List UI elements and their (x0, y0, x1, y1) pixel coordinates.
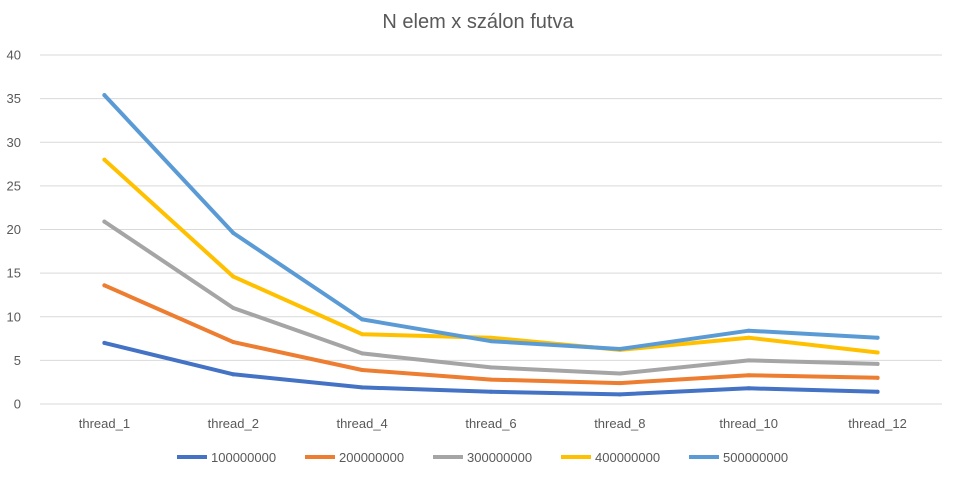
legend-item[interactable]: 300000000 (433, 450, 532, 465)
y-axis-ticks: 0 5 10 15 20 25 30 35 40 (7, 48, 21, 412)
data-point (875, 350, 880, 355)
data-point (746, 386, 751, 391)
data-point (746, 335, 751, 340)
y-tick-label: 25 (7, 178, 21, 193)
data-point (489, 339, 493, 344)
y-tick-label: 5 (14, 353, 21, 368)
x-axis-ticks: thread_1 thread_2 thread_4 thread_6 thread_8… (79, 416, 907, 431)
data-point (231, 306, 236, 311)
legend-label: 200000000 (339, 450, 404, 465)
x-tick-label: thread_6 (465, 416, 516, 431)
x-tick-label: thread_1 (79, 416, 130, 431)
legend: 100000000 200000000 300000000 400000000 5000… (177, 450, 788, 465)
y-tick-label: 10 (7, 309, 21, 324)
legend-item[interactable]: 400000000 (561, 450, 660, 465)
data-point (231, 372, 236, 377)
data-point (231, 230, 236, 235)
data-point (875, 389, 880, 394)
y-tick-label: 15 (7, 266, 21, 281)
data-point (360, 367, 365, 372)
data-point (102, 157, 107, 162)
data-point (617, 371, 622, 376)
data-point (102, 93, 107, 98)
data-point (875, 361, 880, 366)
gridlines (40, 54, 942, 405)
series-line-400000000 (102, 157, 880, 355)
x-tick-label: thread_8 (594, 416, 645, 431)
legend-label: 400000000 (595, 450, 660, 465)
series-line-500000000 (102, 93, 880, 351)
data-point (746, 328, 751, 333)
legend-item[interactable]: 500000000 (689, 450, 788, 465)
data-point (231, 340, 236, 345)
legend-item[interactable]: 100000000 (177, 450, 276, 465)
data-point (746, 373, 751, 378)
legend-label: 100000000 (211, 450, 276, 465)
y-tick-label: 40 (7, 48, 21, 63)
data-point (489, 365, 493, 370)
x-tick-label: thread_4 (336, 416, 387, 431)
data-point (489, 377, 493, 382)
y-tick-label: 30 (7, 135, 21, 150)
series-lines (102, 93, 880, 397)
data-point (360, 385, 365, 390)
x-tick-label: thread_12 (848, 416, 907, 431)
legend-label: 500000000 (723, 450, 788, 465)
data-point (875, 375, 880, 380)
series-line-300000000 (102, 219, 880, 376)
data-point (489, 389, 493, 394)
data-point (489, 335, 493, 340)
y-tick-label: 0 (14, 397, 21, 412)
data-point (360, 351, 365, 356)
data-point (875, 335, 880, 340)
y-tick-label: 20 (7, 222, 21, 237)
data-point (617, 381, 622, 386)
data-point (102, 219, 107, 224)
data-point (102, 283, 107, 288)
legend-label: 300000000 (467, 450, 532, 465)
data-point (360, 317, 365, 322)
data-point (360, 332, 365, 337)
data-point (617, 392, 622, 397)
x-tick-label: thread_2 (208, 416, 259, 431)
x-tick-label: thread_10 (719, 416, 778, 431)
data-point (231, 274, 236, 279)
data-point (102, 340, 107, 345)
chart-title: N elem x szálon futva (382, 11, 574, 33)
data-point (617, 347, 622, 352)
legend-item[interactable]: 200000000 (305, 450, 404, 465)
data-point (746, 358, 751, 363)
y-tick-label: 35 (7, 91, 21, 106)
